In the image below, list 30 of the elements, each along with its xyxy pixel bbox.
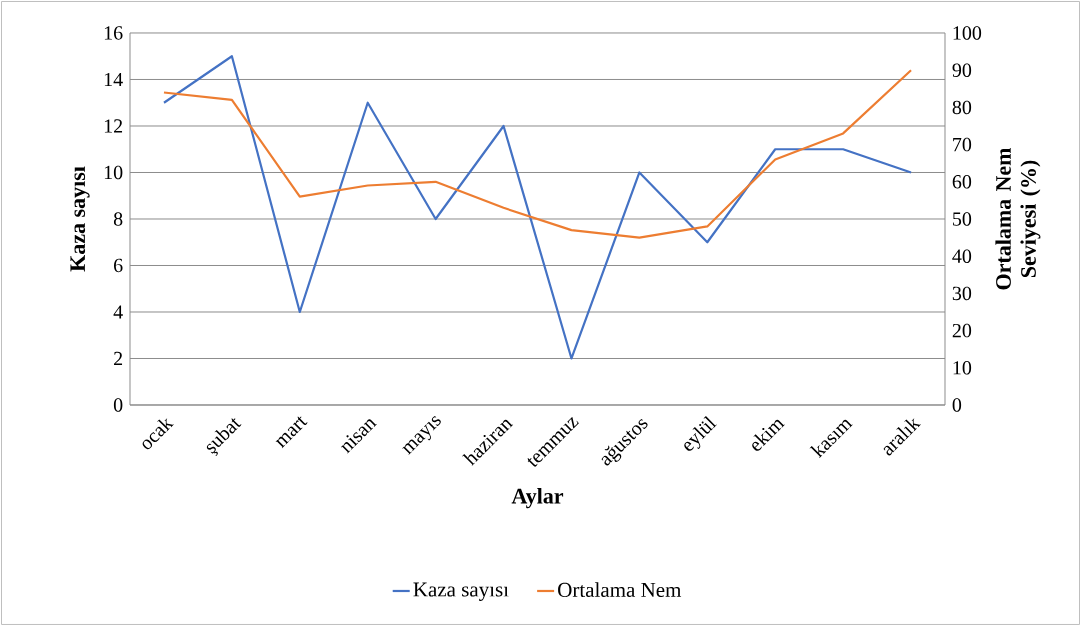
legend-label: Kaza sayısı: [413, 582, 509, 601]
y-tick-label: 16: [104, 26, 123, 40]
line-series: [162, 69, 913, 239]
y-tick-label: 8: [113, 212, 123, 226]
y2-tick-label: 20: [952, 323, 972, 338]
y2-tick-label: 100: [953, 26, 982, 40]
y2-tick-label: 10: [953, 361, 972, 375]
y2-tick-label: 80: [952, 100, 972, 115]
x-tick-label: mart: [275, 416, 308, 449]
y2-tick-label: 40: [952, 249, 972, 263]
y-tick-label: 10: [104, 165, 123, 180]
y2-tick-label: 30: [952, 286, 972, 301]
y2-tick-label: 70: [953, 137, 972, 152]
y2-tick-label: 50: [953, 212, 972, 226]
y2-axis-title: Ortalama Nem Seviyesi (%): [995, 147, 1041, 290]
y-tick-label: 6: [114, 258, 123, 273]
x-tick-label: ocak: [142, 418, 174, 450]
x-tick-label: ekim: [752, 419, 785, 451]
legend-label: Ortalama Nem: [558, 582, 682, 597]
y2-tick-label: 0: [952, 398, 962, 412]
y-axis-title: Kaza sayısı: [70, 166, 90, 272]
y2-tick-label: 90: [952, 63, 972, 77]
y-tick-label: 14: [104, 72, 123, 87]
y-tick-label: 0: [113, 398, 123, 412]
y-tick-label: 4: [113, 305, 123, 319]
x-axis-title: Aylar: [511, 488, 564, 509]
y-tick-label: 12: [104, 119, 123, 133]
y-tick-label: 2: [114, 351, 123, 366]
y2-tick-label: 60: [952, 175, 972, 189]
line-series: [162, 55, 913, 360]
